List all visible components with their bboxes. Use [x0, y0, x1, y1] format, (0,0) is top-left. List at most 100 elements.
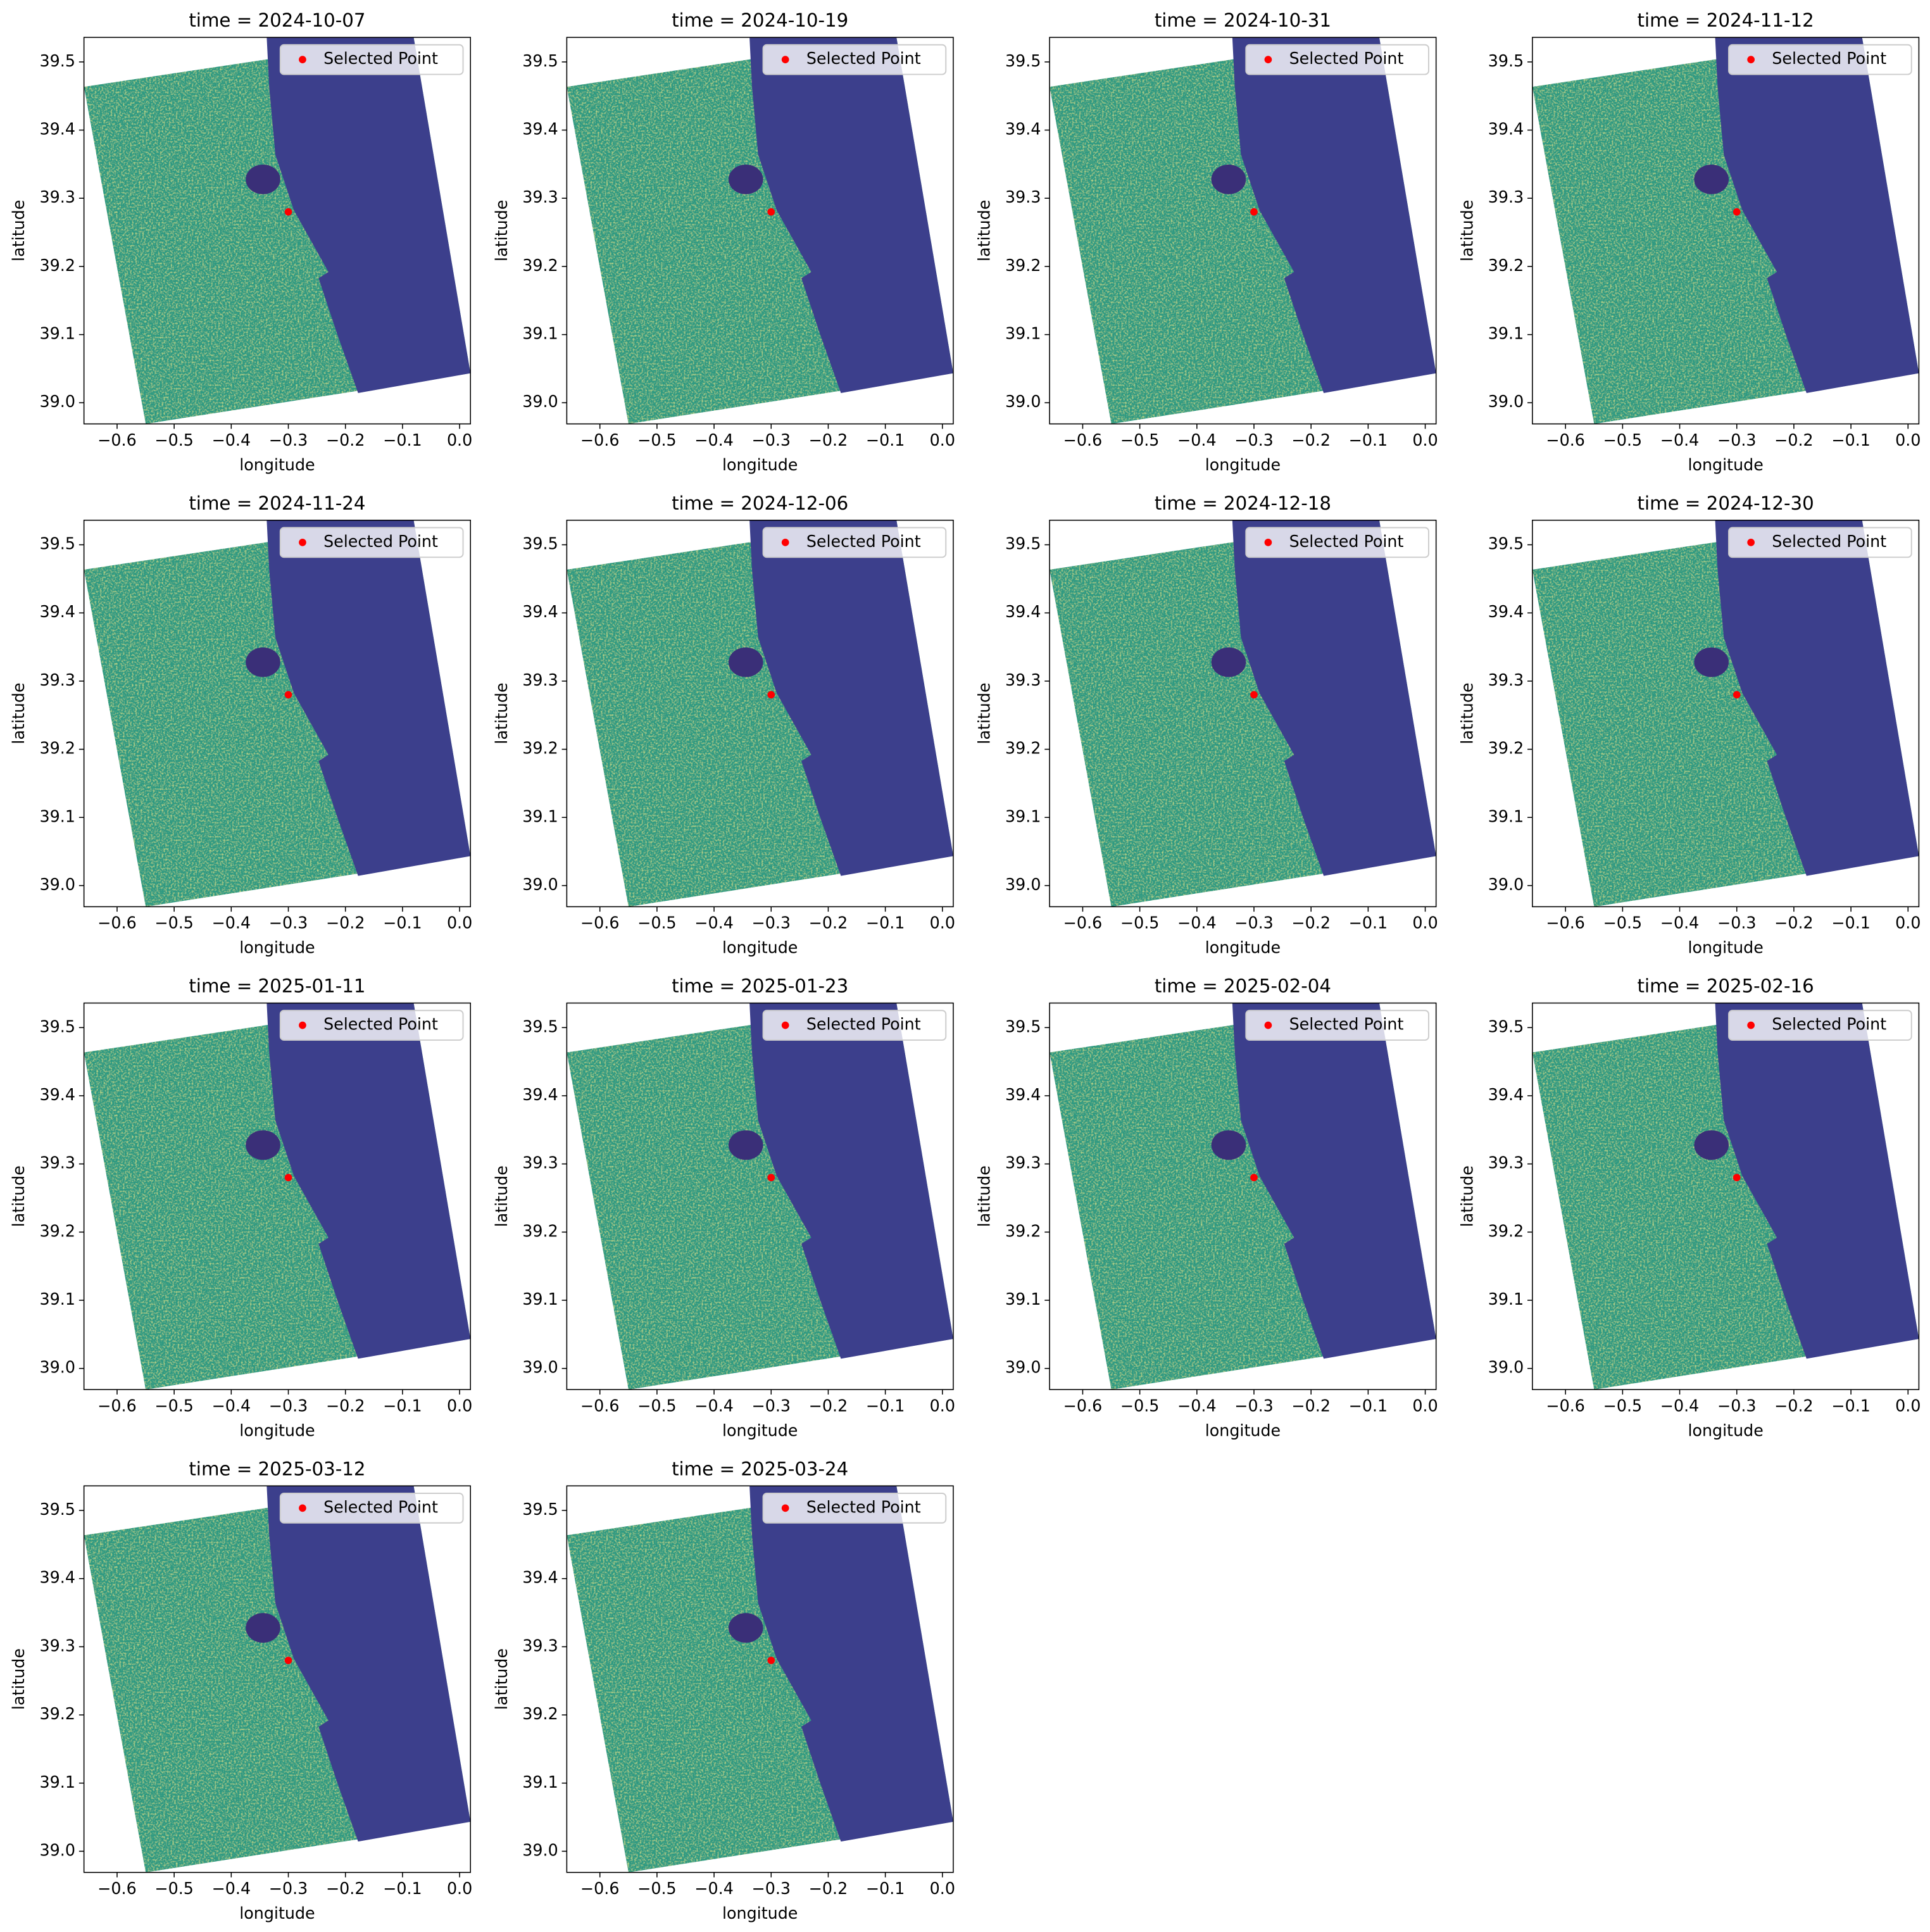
axes-frame [1532, 520, 1920, 908]
x-axis-label: longitude [1688, 938, 1763, 957]
point [1250, 1174, 1258, 1182]
sar-sea [1715, 37, 1919, 393]
y-tick-label: 39.3 [1005, 670, 1041, 689]
sar-lagoon [728, 164, 763, 194]
axes-frame [566, 1002, 954, 1390]
x-tick-label: −0.5 [637, 1396, 677, 1415]
x-tick-label: −0.4 [212, 430, 251, 449]
x-axis-label: longitude [1205, 1421, 1281, 1440]
y-tick-label: 39.4 [522, 1568, 558, 1587]
x-axis-label: longitude [722, 455, 798, 474]
sar-sea [1232, 37, 1436, 393]
x-tick-label: 0.0 [930, 1879, 955, 1898]
x-tick-label: 0.0 [1895, 430, 1921, 449]
y-axis-label: latitude [1457, 1165, 1476, 1227]
chart-title: time = 2025-03-24 [672, 1458, 848, 1479]
sar-lagoon [246, 1130, 280, 1160]
x-tick-label: −0.2 [809, 430, 848, 449]
y-tick-label: 39.4 [522, 119, 558, 138]
y-tick-label: 39.5 [1488, 51, 1524, 70]
x-tick-label: −0.3 [751, 913, 791, 932]
sar-sea [749, 37, 953, 393]
x-tick-label: −0.1 [866, 1396, 905, 1415]
x-tick-label: −0.4 [1177, 430, 1217, 449]
x-tick-label: −0.5 [154, 1396, 194, 1415]
chart-title: time = 2024-11-12 [1638, 9, 1814, 31]
x-tick-label: −0.3 [751, 1396, 791, 1415]
sar-lagoon [246, 164, 280, 194]
x-axis-label: longitude [722, 1421, 798, 1440]
y-tick-label: 39.5 [522, 534, 558, 553]
y-axis-label: latitude [1457, 200, 1476, 261]
x-tick-label: −0.2 [326, 1396, 365, 1415]
axes-frame [566, 1485, 954, 1873]
legend-box [762, 1010, 947, 1041]
point [284, 208, 292, 216]
y-tick-label: 39.2 [1488, 739, 1524, 758]
axes-frame [83, 1485, 472, 1873]
x-tick-label: −0.3 [269, 913, 308, 932]
legend-box [279, 44, 464, 75]
x-tick-label: −0.6 [580, 1879, 620, 1898]
y-tick-label: 39.2 [522, 1221, 558, 1240]
x-tick-label: −0.5 [154, 1879, 194, 1898]
y-tick-label: 39.1 [40, 324, 75, 343]
y-tick-label: 39.0 [522, 1840, 558, 1859]
y-tick-label: 39.0 [1488, 875, 1524, 894]
x-tick-label: −0.4 [212, 1879, 251, 1898]
y-tick-label: 39.4 [1488, 1085, 1524, 1104]
sar-lagoon [728, 1613, 763, 1643]
y-tick-label: 39.2 [1005, 739, 1041, 758]
axes-frame [1049, 1002, 1437, 1390]
y-tick-label: 39.4 [40, 602, 75, 621]
legend-label: Selected Point [1289, 1015, 1404, 1034]
y-tick-label: 39.5 [522, 1500, 558, 1519]
y-tick-label: 39.3 [1005, 1153, 1041, 1172]
legend-label: Selected Point [806, 1015, 921, 1034]
legend-marker [1264, 539, 1272, 546]
y-tick-label: 39.4 [40, 119, 75, 138]
x-tick-label: −0.6 [1546, 1396, 1585, 1415]
legend-box [1245, 527, 1429, 558]
x-tick-label: −0.4 [694, 1396, 734, 1415]
x-tick-label: −0.3 [1717, 913, 1757, 932]
y-tick-label: 39.3 [522, 1153, 558, 1172]
x-tick-label: −0.1 [1831, 430, 1870, 449]
y-tick-label: 39.1 [1005, 324, 1041, 343]
x-tick-label: −0.6 [1063, 1396, 1103, 1415]
y-tick-label: 39.2 [40, 1704, 75, 1723]
y-tick-label: 39.0 [40, 1358, 75, 1377]
chart-title: time = 2025-02-04 [1155, 975, 1331, 997]
sar-sea [1232, 1003, 1436, 1359]
legend-label: Selected Point [323, 532, 438, 551]
sar-sea [749, 1486, 953, 1842]
x-tick-label: −0.6 [1063, 430, 1103, 449]
y-tick-label: 39.3 [522, 187, 558, 206]
x-tick-label: −0.3 [1717, 1396, 1757, 1415]
x-tick-label: −0.1 [383, 1879, 422, 1898]
x-tick-label: −0.5 [154, 913, 194, 932]
y-tick-label: 39.2 [40, 739, 75, 758]
y-tick-label: 39.4 [522, 1085, 558, 1104]
legend-box [762, 44, 947, 75]
x-tick-label: 0.0 [1895, 913, 1921, 932]
sar-lagoon [1211, 647, 1246, 677]
y-tick-label: 39.4 [522, 602, 558, 621]
x-tick-label: −0.4 [1660, 1396, 1700, 1415]
legend-label: Selected Point [323, 1497, 438, 1516]
axes-frame [1532, 1002, 1920, 1390]
x-tick-label: −0.5 [1603, 913, 1643, 932]
y-tick-label: 39.5 [1005, 1017, 1041, 1036]
y-tick-label: 39.3 [40, 187, 75, 206]
x-axis-label: longitude [722, 938, 798, 957]
x-tick-label: −0.2 [1291, 430, 1331, 449]
x-tick-label: −0.6 [1546, 430, 1585, 449]
x-tick-label: 0.0 [1412, 430, 1438, 449]
point [284, 1174, 292, 1182]
x-tick-label: −0.2 [326, 430, 365, 449]
point [767, 1174, 775, 1182]
x-tick-label: −0.4 [212, 1396, 251, 1415]
x-tick-label: −0.4 [1177, 1396, 1217, 1415]
